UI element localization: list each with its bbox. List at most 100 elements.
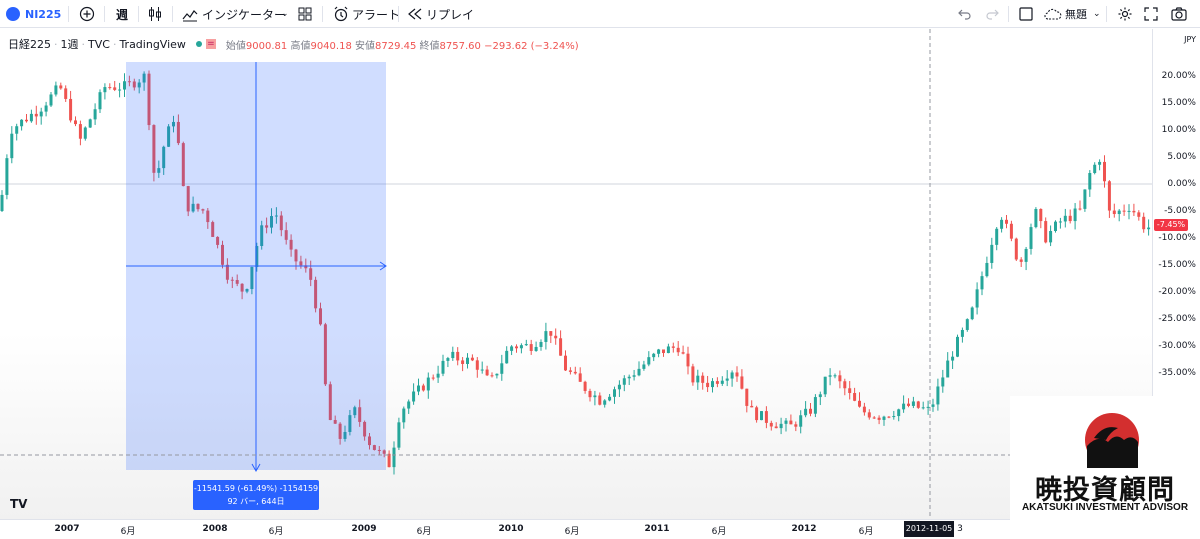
candle [274, 207, 278, 224]
candle [676, 341, 680, 356]
measure-duration: 92 バー, 644日 [227, 497, 285, 506]
redo-button[interactable] [985, 0, 999, 28]
candle [441, 354, 445, 377]
candle [730, 370, 734, 387]
chart-pane[interactable] [0, 29, 1152, 519]
x-tick-label: 6月 [268, 527, 284, 537]
x-tick-label: 3 [957, 524, 963, 534]
candle [392, 441, 396, 475]
candle [750, 400, 754, 408]
candle [897, 408, 901, 422]
candle [235, 274, 239, 287]
candle [1127, 204, 1131, 220]
candle [681, 345, 685, 355]
candle [799, 410, 803, 434]
candle [1142, 212, 1146, 233]
snapshot-button[interactable] [1171, 0, 1187, 28]
candle [490, 372, 494, 378]
templates-button[interactable] [298, 0, 312, 28]
candle [1019, 257, 1023, 267]
chart-type-button[interactable] [148, 0, 162, 28]
candle [622, 375, 626, 392]
y-tick-label: -35.00% [1158, 368, 1196, 378]
candle [1005, 215, 1008, 229]
candle [343, 425, 347, 442]
measure-range-box[interactable] [126, 62, 386, 470]
candle [284, 222, 288, 245]
candle [706, 375, 710, 393]
layout-select-button[interactable] [1019, 0, 1033, 28]
toolbar-divider [1008, 6, 1009, 22]
time-scale[interactable]: 2007 6月 2008 6月 2009 6月 2010 6月 2011 6月 2012 6月 3 [0, 519, 1152, 539]
fullscreen-button[interactable] [1144, 0, 1158, 28]
candle [172, 115, 175, 133]
candle [951, 351, 955, 370]
candle [152, 124, 156, 182]
camera-icon [1171, 7, 1187, 21]
candle [446, 356, 450, 368]
candle [858, 392, 861, 408]
y-tick-label: -30.00% [1158, 341, 1196, 351]
current-price-label: -7.45% [1154, 219, 1188, 231]
candle [103, 83, 107, 100]
equals-icon[interactable]: = [205, 39, 216, 49]
candle [186, 185, 190, 217]
candle [69, 90, 73, 123]
redo-icon [986, 9, 999, 20]
candle [735, 366, 739, 382]
candle [59, 82, 63, 90]
symbol-label: NI225 [25, 7, 62, 21]
candle [510, 345, 514, 356]
compare-button[interactable] [79, 0, 95, 28]
logo-kanji: 暁投資顧問 [1035, 475, 1175, 506]
candle [813, 394, 817, 418]
candle [240, 283, 244, 300]
gear-icon [1118, 7, 1132, 21]
candle [946, 352, 950, 378]
alert-button[interactable]: アラート [333, 0, 400, 28]
indicators-button[interactable]: インジケーター [182, 0, 286, 28]
chevron-down-icon[interactable]: ⌄ [281, 9, 289, 19]
price-chart[interactable] [0, 29, 1152, 519]
candle [132, 78, 136, 91]
candle [500, 354, 504, 381]
replay-button[interactable]: リプレイ [407, 0, 474, 28]
candle [196, 203, 200, 212]
candle [421, 383, 425, 392]
candle [206, 208, 210, 229]
candle [382, 449, 386, 458]
x-tick-label: 6月 [416, 527, 432, 537]
candle [470, 354, 474, 362]
candle [417, 378, 420, 396]
candle [828, 368, 832, 386]
interval-button[interactable]: 週 [116, 7, 129, 22]
symbol-search-button[interactable]: NI225 [6, 0, 61, 28]
candle [1078, 200, 1082, 211]
toolbar-divider [138, 6, 139, 22]
candle [505, 346, 509, 364]
candle [965, 318, 969, 332]
candle [867, 409, 871, 420]
candle [1024, 246, 1028, 271]
undo-button[interactable] [958, 0, 972, 28]
candle [44, 101, 48, 117]
candle [985, 256, 989, 278]
y-tick-label: 5.00% [1167, 152, 1196, 162]
candle [637, 361, 641, 377]
candle [0, 190, 4, 212]
candle [529, 339, 533, 355]
tradingview-logo[interactable]: TV [10, 497, 28, 511]
candle [314, 276, 318, 313]
candle [176, 114, 180, 146]
candle [696, 369, 700, 390]
chevron-down-icon: ⌄ [1093, 9, 1101, 19]
candle [1063, 208, 1067, 228]
cloud-icon [1044, 8, 1062, 20]
y-tick-label: 15.00% [1161, 98, 1196, 108]
alarm-clock-icon [334, 6, 348, 22]
save-layout-button[interactable]: 無題 ⌄ [1044, 0, 1101, 28]
x-tick-label: 6月 [858, 527, 874, 537]
y-tick-label: 20.00% [1161, 71, 1196, 81]
settings-button[interactable] [1117, 0, 1133, 28]
candle [387, 450, 391, 468]
